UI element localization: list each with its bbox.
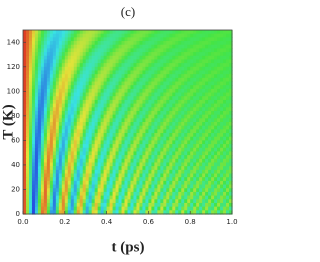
y-tick-label: 120 <box>7 63 20 71</box>
x-tick-label: 0.2 <box>59 218 70 226</box>
y-tick-label: 0 <box>16 210 20 218</box>
density-field <box>23 30 233 215</box>
x-axis-label: t (ps) <box>112 239 145 255</box>
chart: (c) t (ps) T (K) 0.0 0.2 0.4 0.6 0.8 1.0 0 20 40… <box>0 0 240 262</box>
x-tick-label: 0.8 <box>185 218 196 226</box>
x-tick-label: 0.4 <box>101 218 113 226</box>
y-tick-label: 140 <box>7 38 20 46</box>
y-tick-label: 80 <box>11 112 20 120</box>
y-tick-label: 100 <box>7 87 20 95</box>
y-tick-label: 20 <box>11 185 20 193</box>
x-tick-label: 1.0 <box>226 218 237 226</box>
y-tick-label: 40 <box>11 161 20 169</box>
y-tick-label: 60 <box>11 136 20 144</box>
y-axis-label: T (K) <box>0 104 16 139</box>
x-tick-label: 0.0 <box>17 218 28 226</box>
x-tick-label: 0.6 <box>143 218 155 226</box>
chart-title: (c) <box>121 4 135 19</box>
